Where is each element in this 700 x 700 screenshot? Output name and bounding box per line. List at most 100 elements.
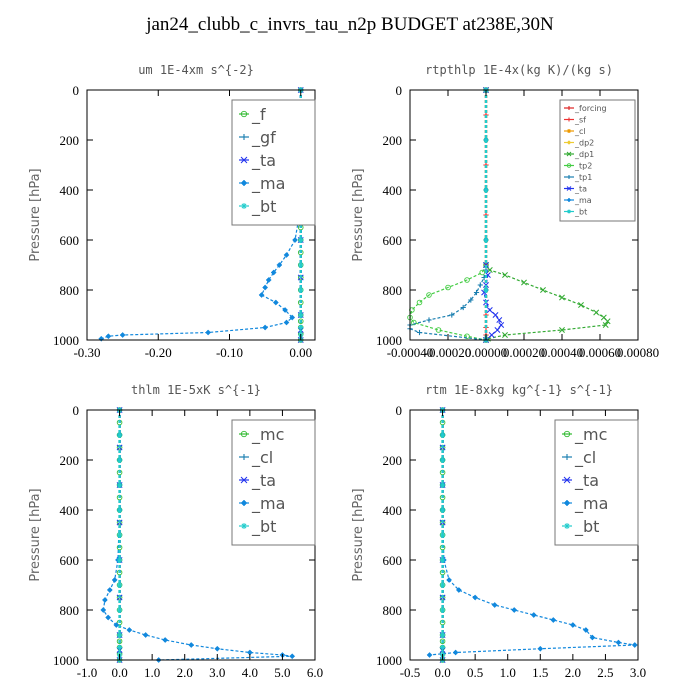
legend-label: _bt xyxy=(251,197,276,217)
data-point xyxy=(455,587,462,593)
legend-marker xyxy=(566,140,572,145)
y-axis-label: Pressure [hPa] xyxy=(28,488,43,581)
data-point xyxy=(537,645,544,652)
plot-title: rtm 1E-8xkg kg^{-1} s^{-1} xyxy=(425,383,613,397)
x-tick-label: -1.0 xyxy=(77,665,98,680)
legend-label: _cl xyxy=(574,448,596,468)
y-tick-label: 600 xyxy=(60,553,80,568)
x-tick-label: 3.0 xyxy=(209,665,225,680)
y-tick-label: 200 xyxy=(60,453,80,468)
legend-marker xyxy=(241,454,247,460)
legend-marker xyxy=(566,197,572,203)
data-point xyxy=(98,335,105,342)
legend-marker xyxy=(566,163,572,168)
y-tick-label: 1000 xyxy=(53,653,79,668)
data-point xyxy=(464,277,470,283)
data-point xyxy=(502,332,508,338)
data-point xyxy=(511,607,518,613)
legend-label: _forcing xyxy=(574,104,607,113)
x-tick-label: 0.0 xyxy=(111,665,127,680)
data-point xyxy=(188,642,195,648)
x-tick-label: 0.00040 xyxy=(541,345,583,360)
legend-marker xyxy=(563,430,571,438)
data-point xyxy=(142,632,149,638)
data-point xyxy=(116,644,123,651)
x-tick-label: 2.5 xyxy=(597,665,613,680)
data-point xyxy=(439,638,446,645)
data-point xyxy=(116,507,123,513)
data-point xyxy=(582,627,589,633)
x-tick-label: -0.20 xyxy=(145,345,172,360)
data-point xyxy=(416,299,423,306)
x-tick-label: 0.00060 xyxy=(579,345,621,360)
data-point xyxy=(492,312,499,318)
x-tick-label: 0.00 xyxy=(289,345,312,360)
data-point xyxy=(550,617,557,623)
data-point xyxy=(483,237,489,243)
data-point xyxy=(483,187,489,193)
data-point xyxy=(105,614,112,621)
legend-marker xyxy=(567,175,571,179)
legend-marker xyxy=(241,134,247,140)
data-point xyxy=(473,289,480,296)
data-point xyxy=(578,302,584,308)
x-tick-label: 6.0 xyxy=(307,665,323,680)
legend-label: _dp1 xyxy=(574,150,594,159)
data-point xyxy=(298,312,304,318)
panel-rtpthlp: rtpthlp 1E-4x(kg K)/(kg s) Pressure [hPa]… xyxy=(351,63,659,360)
data-point xyxy=(439,532,446,538)
legend-label: _bt xyxy=(251,517,276,537)
x-tick-label: 0.00020 xyxy=(503,345,545,360)
data-point xyxy=(631,642,638,648)
data-point xyxy=(589,634,596,641)
legend-label: _ma xyxy=(574,196,592,205)
x-tick-label: 4.0 xyxy=(242,665,258,680)
plot-title: rtpthlp 1E-4x(kg K)/(kg s) xyxy=(425,63,613,77)
legend-marker xyxy=(564,523,570,529)
page-title: jan24_clubb_c_invrs_tau_n2p BUDGET at238… xyxy=(146,14,554,35)
data-point xyxy=(439,482,446,488)
data-point xyxy=(445,284,451,291)
y-tick-label: 1000 xyxy=(376,333,402,348)
legend-marker xyxy=(567,209,571,214)
data-point xyxy=(265,277,272,283)
data-point xyxy=(116,632,123,638)
y-tick-label: 800 xyxy=(60,283,80,298)
legend-label: _ta xyxy=(574,185,587,194)
legend-label: _ma xyxy=(251,174,285,194)
data-point xyxy=(494,327,501,333)
data-point xyxy=(270,269,277,276)
data-point xyxy=(100,607,107,613)
y-axis-label: Pressure [hPa] xyxy=(351,488,366,581)
y-tick-label: 200 xyxy=(60,133,80,148)
data-point xyxy=(113,622,120,628)
y-tick-label: 800 xyxy=(60,603,80,618)
data-point xyxy=(479,269,485,276)
y-axis-label: Pressure [hPa] xyxy=(28,168,43,261)
data-point xyxy=(283,319,290,326)
legend-marker xyxy=(566,186,572,191)
data-point xyxy=(483,287,489,293)
plot-title: um 1E-4xm s^{-2} xyxy=(138,63,254,77)
data-point xyxy=(439,457,446,463)
legend-label: _ta xyxy=(574,471,599,491)
data-point xyxy=(488,332,495,338)
x-tick-label: -0.10 xyxy=(216,345,243,360)
legend-label: _tp2 xyxy=(574,162,592,171)
legend-label: _ta xyxy=(251,471,276,491)
legend-label: _cl xyxy=(251,448,273,468)
legend-marker xyxy=(241,523,247,529)
legend-marker xyxy=(240,156,248,164)
data-point xyxy=(439,632,446,638)
data-point xyxy=(452,649,459,656)
y-tick-label: 0 xyxy=(73,403,80,418)
legend-label: _cl xyxy=(574,127,586,136)
data-point xyxy=(289,314,296,321)
y-tick-label: 200 xyxy=(383,133,403,148)
data-point xyxy=(446,577,453,583)
panel-rtm: rtm 1E-8xkg kg^{-1} s^{-1} Pressure [hPa]… xyxy=(351,383,646,680)
data-point xyxy=(111,577,118,583)
data-point xyxy=(416,329,423,336)
data-point xyxy=(498,322,505,328)
data-point xyxy=(205,329,212,336)
